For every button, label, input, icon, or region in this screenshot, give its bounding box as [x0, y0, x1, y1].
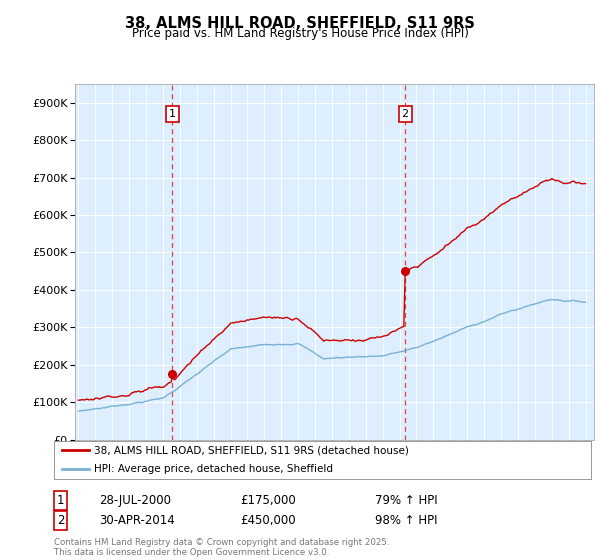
Text: 98% ↑ HPI: 98% ↑ HPI: [375, 514, 437, 527]
Text: £175,000: £175,000: [240, 493, 296, 507]
Text: 28-JUL-2000: 28-JUL-2000: [99, 493, 171, 507]
Text: HPI: Average price, detached house, Sheffield: HPI: Average price, detached house, Shef…: [94, 464, 333, 474]
Text: 2: 2: [401, 109, 409, 119]
Text: Price paid vs. HM Land Registry's House Price Index (HPI): Price paid vs. HM Land Registry's House …: [131, 27, 469, 40]
Text: 30-APR-2014: 30-APR-2014: [99, 514, 175, 527]
Text: 2: 2: [57, 514, 65, 527]
Text: 38, ALMS HILL ROAD, SHEFFIELD, S11 9RS (detached house): 38, ALMS HILL ROAD, SHEFFIELD, S11 9RS (…: [94, 445, 409, 455]
Text: 79% ↑ HPI: 79% ↑ HPI: [375, 493, 437, 507]
Text: £450,000: £450,000: [240, 514, 296, 527]
Text: 1: 1: [169, 109, 176, 119]
Text: 1: 1: [57, 493, 65, 507]
Text: Contains HM Land Registry data © Crown copyright and database right 2025.
This d: Contains HM Land Registry data © Crown c…: [54, 538, 389, 557]
Text: 38, ALMS HILL ROAD, SHEFFIELD, S11 9RS: 38, ALMS HILL ROAD, SHEFFIELD, S11 9RS: [125, 16, 475, 31]
